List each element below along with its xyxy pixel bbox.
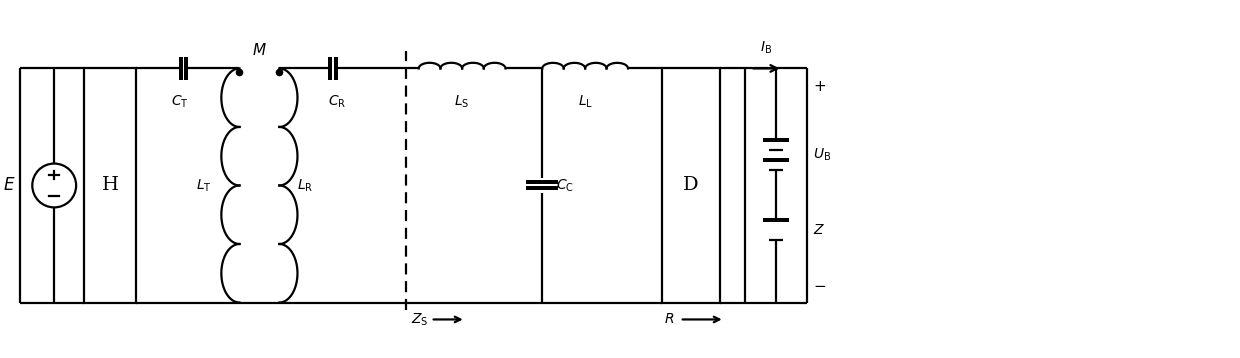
Text: $L_\mathrm{T}$: $L_\mathrm{T}$ (196, 177, 212, 194)
Text: $L_\mathrm{L}$: $L_\mathrm{L}$ (578, 93, 593, 110)
Text: H: H (102, 176, 119, 194)
Text: $Z$: $Z$ (813, 223, 826, 237)
Text: $U_\mathrm{B}$: $U_\mathrm{B}$ (813, 147, 831, 163)
Text: $L_\mathrm{R}$: $L_\mathrm{R}$ (298, 177, 314, 194)
Text: $C_\mathrm{R}$: $C_\mathrm{R}$ (327, 93, 346, 110)
Text: $-$: $-$ (813, 277, 826, 292)
Text: $M$: $M$ (252, 43, 267, 58)
Text: $Z_\mathrm{S}$: $Z_\mathrm{S}$ (410, 311, 428, 328)
Text: $L_\mathrm{S}$: $L_\mathrm{S}$ (454, 93, 470, 110)
Text: $C_\mathrm{C}$: $C_\mathrm{C}$ (557, 177, 574, 194)
Text: $C_\mathrm{T}$: $C_\mathrm{T}$ (171, 93, 188, 110)
Text: $E$: $E$ (2, 177, 15, 194)
Text: $I_\mathrm{B}$: $I_\mathrm{B}$ (760, 40, 773, 57)
Text: $+$: $+$ (813, 79, 826, 94)
Text: $R$: $R$ (663, 313, 675, 326)
Bar (84, 68, 136, 303)
Bar (662, 68, 719, 303)
Text: D: D (683, 176, 698, 194)
